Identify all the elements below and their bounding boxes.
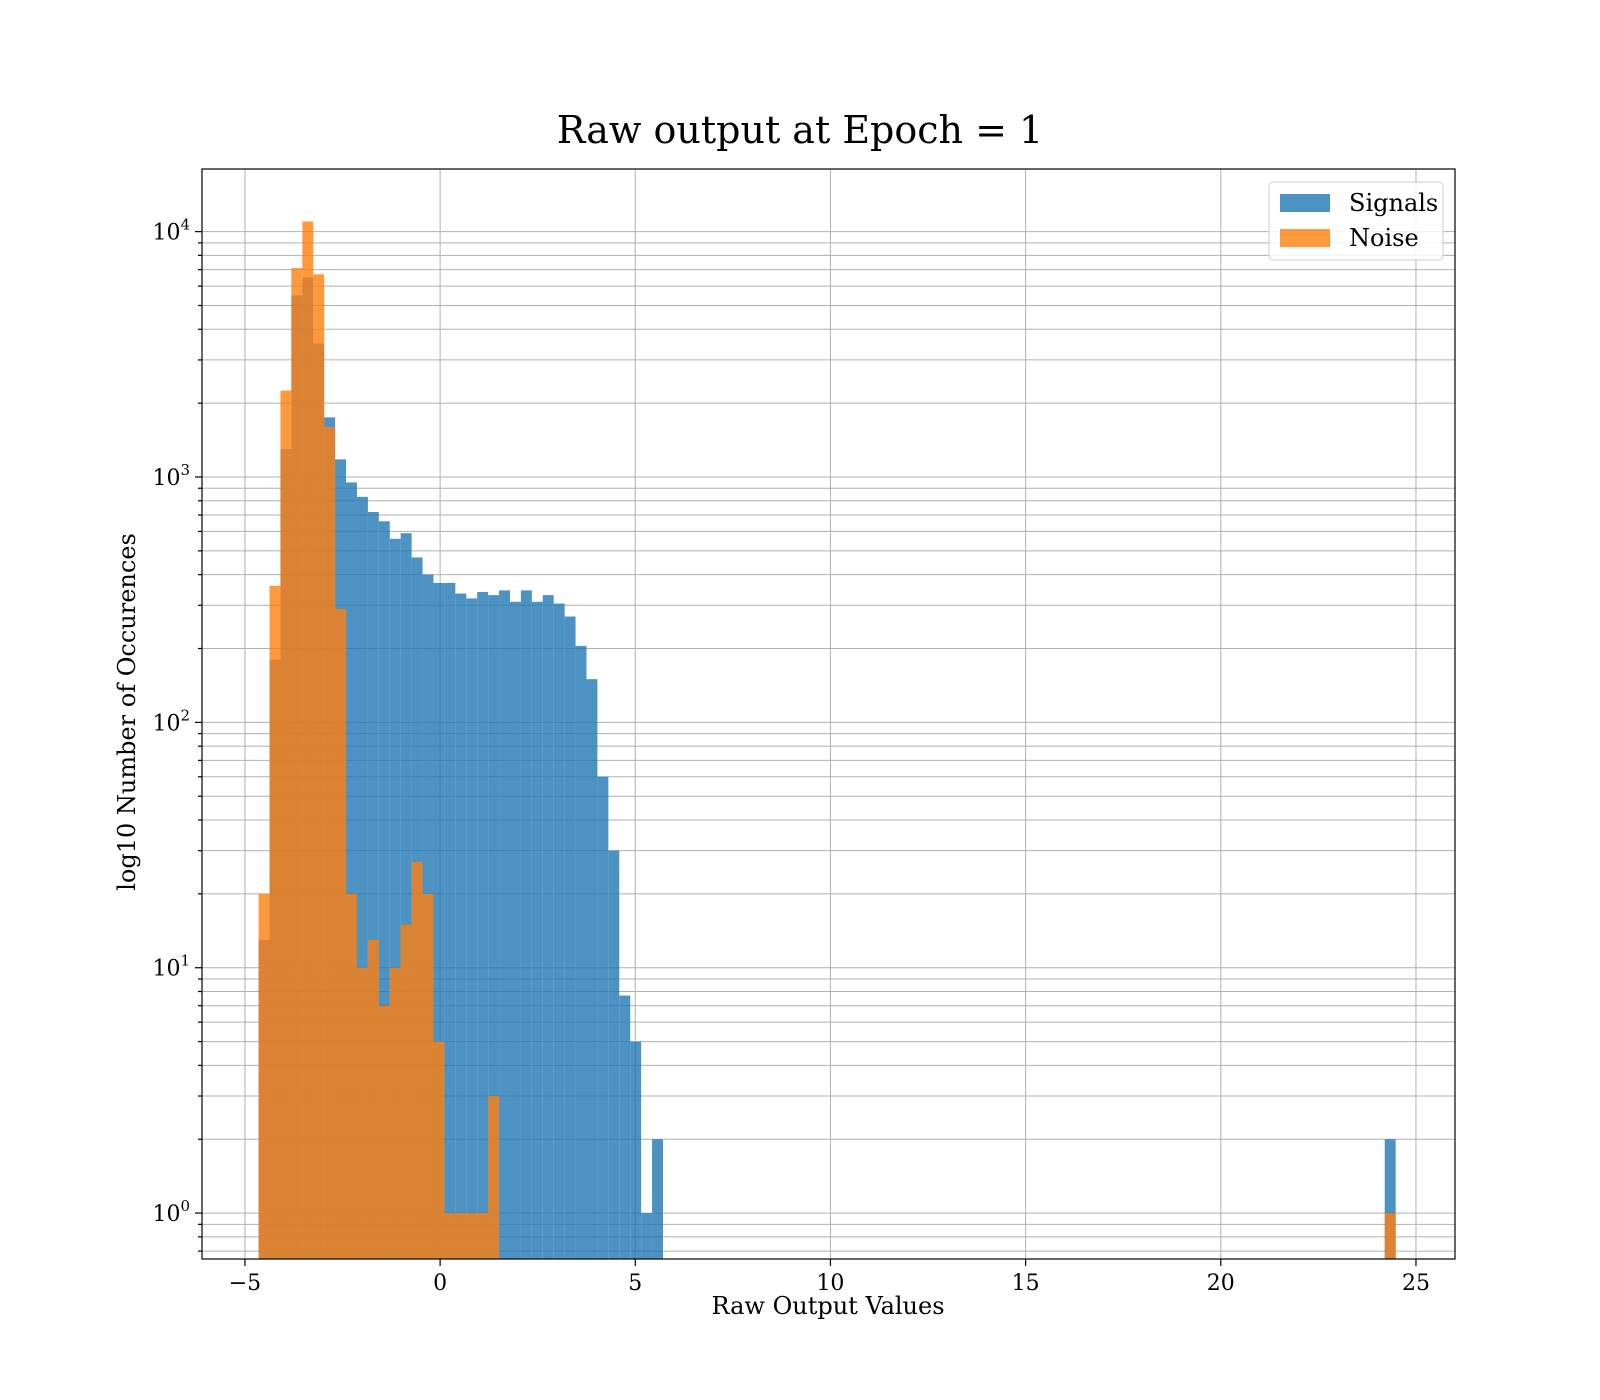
y-tick-label: 102 [152,706,190,736]
signals-bar [619,995,631,1259]
signals-bar [444,582,456,1259]
signals-bar [641,1213,653,1259]
signals-bar [652,1139,663,1259]
y-tick-base: 10 [152,711,180,736]
signals-bar [520,590,532,1259]
legend-label-noise: Noise [1349,224,1419,252]
x-tick-label: 5 [628,1271,642,1296]
y-tick-exponent: 2 [180,706,190,724]
noise-bar [378,1005,390,1259]
y-tick-label: 101 [152,952,190,982]
signals-bar [608,850,620,1259]
signals-bar [553,603,565,1259]
legend-swatch-signals [1280,194,1330,212]
signals-bar [509,601,521,1259]
legend-swatch-noise [1280,229,1330,247]
noise-bar [422,893,434,1259]
y-tick-exponent: 3 [180,461,190,479]
signals-bar [389,538,401,1259]
x-tick-label: 20 [1207,1271,1235,1296]
noise-bar [291,268,303,1259]
x-axis-label: Raw Output Values [711,1292,944,1320]
series-noise [258,221,1396,1260]
noise-bar [280,390,292,1259]
signals-bar [356,496,368,1260]
signals-bar [466,598,478,1259]
y-tick-label: 100 [152,1197,190,1227]
noise-bar [356,967,368,1259]
y-tick-base: 10 [152,221,180,246]
signals-bar [531,601,543,1259]
noise-bar [411,861,423,1259]
legend: Signals Noise [1268,181,1444,261]
noise-bar [400,924,412,1259]
noise-bar [389,967,401,1259]
noise-bar [433,1041,445,1259]
signals-bar [597,776,609,1259]
signals-bar [477,591,489,1259]
noise-bar [1384,1213,1396,1259]
noise-bar [269,585,281,1259]
x-tick-label: −5 [229,1271,261,1296]
noise-bar [324,426,336,1260]
y-tick-base: 10 [152,1202,180,1227]
signals-bar [630,1041,642,1259]
x-axis-ticks: −5 0 5 10 15 20 25 [229,1259,1430,1296]
y-axis-label: log10 Number of Occurences [113,533,141,891]
noise-bar [346,893,357,1259]
y-tick-base: 10 [152,466,180,491]
bars [258,221,1396,1260]
x-tick-label: 15 [1012,1271,1040,1296]
noise-bar [455,1213,467,1259]
signals-bar [1384,1139,1396,1259]
noise-bar [302,221,314,1260]
signals-bar [400,533,412,1259]
signals-bar [455,593,467,1259]
signals-bar [433,582,445,1259]
noise-bar [488,1096,500,1259]
noise-bar [367,939,379,1259]
chart-title: Raw output at Epoch = 1 [557,108,1043,152]
noise-bar [466,1213,478,1259]
y-tick-base: 10 [152,957,180,982]
signals-bar [586,679,598,1259]
signals-bar [564,616,576,1259]
signals-bar [542,595,554,1259]
plot-area-frame [201,168,1456,1260]
legend-label-signals: Signals [1349,189,1438,217]
signals-bar [346,482,357,1259]
noise-bar [313,274,325,1259]
x-tick-label: 25 [1402,1271,1430,1296]
noise-bar [477,1213,489,1259]
signals-bar [367,512,379,1259]
y-tick-exponent: 4 [180,216,190,234]
x-tick-label: 0 [433,1271,447,1296]
y-tick-label: 103 [152,461,190,491]
y-tick-label: 104 [152,216,190,246]
y-tick-exponent: 1 [180,952,190,970]
y-tick-exponent: 0 [180,1197,190,1215]
signals-bar [499,590,510,1259]
noise-bar [258,893,270,1259]
signals-bar [378,521,390,1259]
signals-bar [488,595,500,1259]
x-tick-label: 10 [816,1271,844,1296]
signals-bar [575,645,587,1259]
noise-bar [444,1213,456,1259]
noise-bar [335,608,347,1259]
